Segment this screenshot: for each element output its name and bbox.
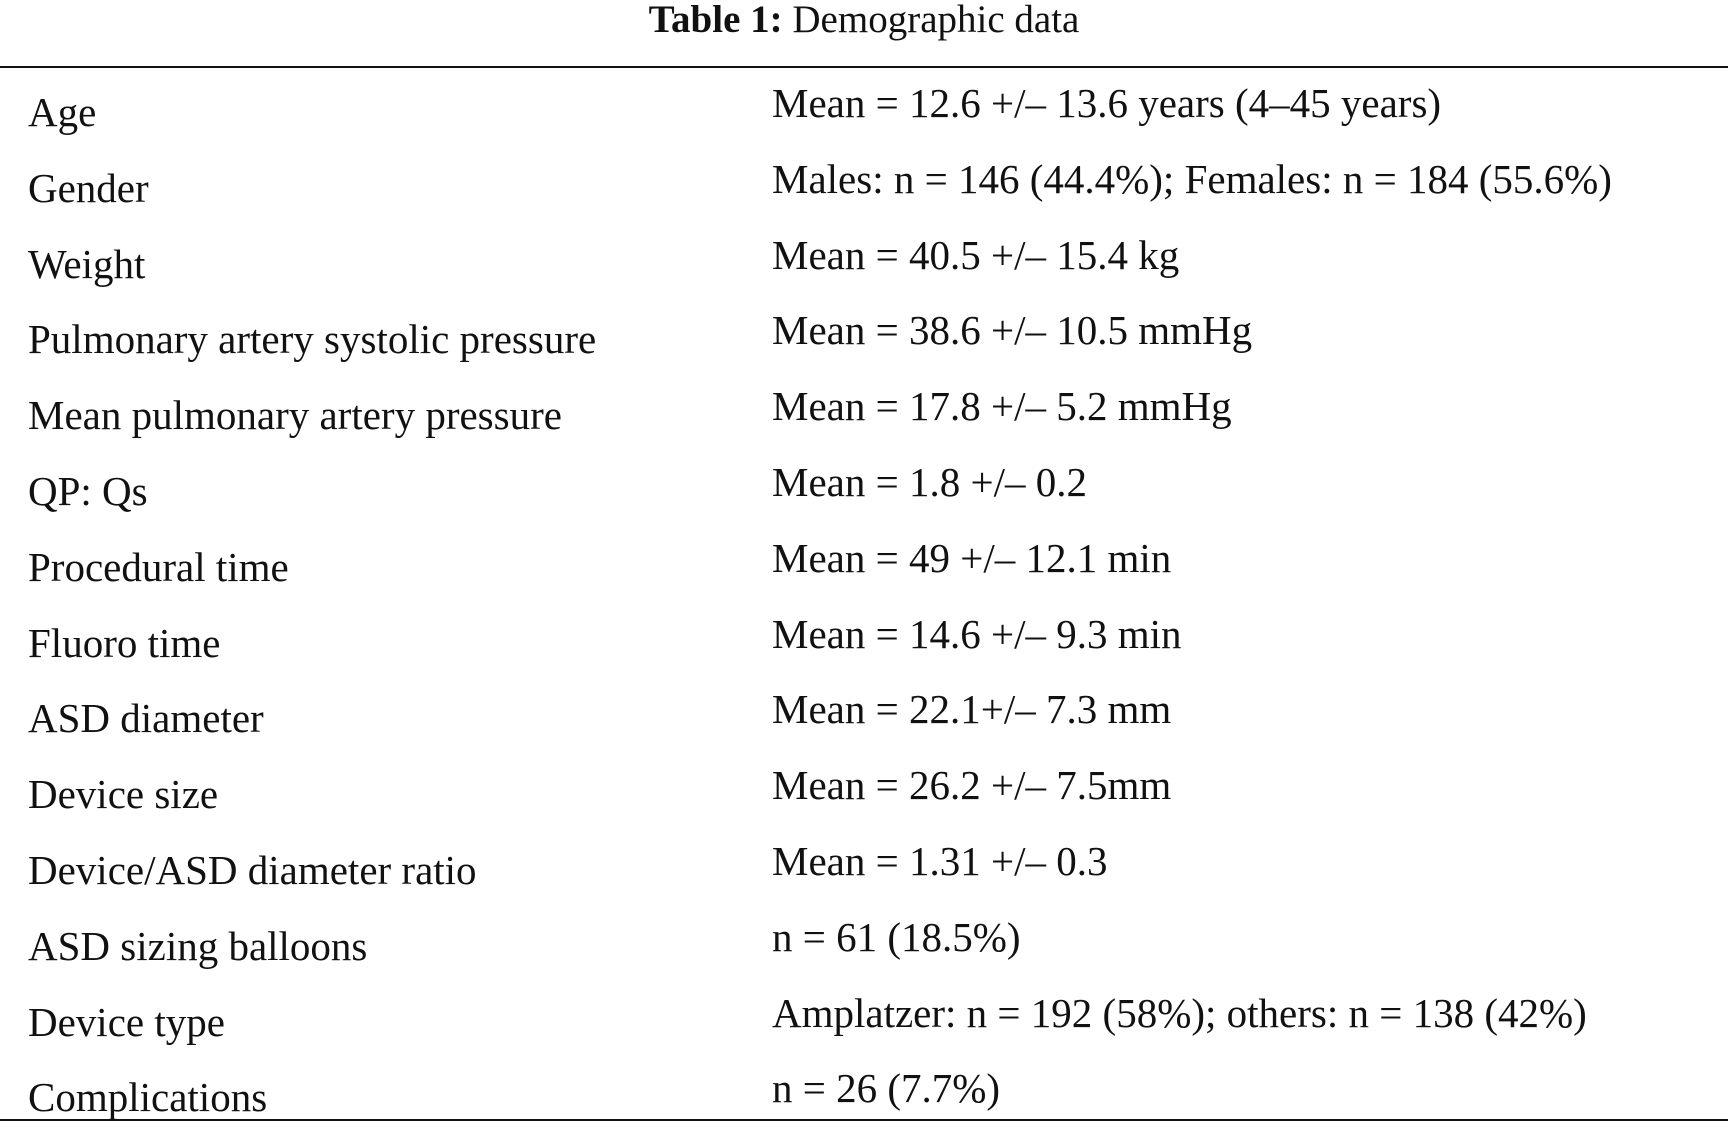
table-row: Device size Mean = 26.2 +/– 7.5mm: [0, 759, 1728, 835]
row-value: Amplatzer: n = 192 (58%); others: n = 13…: [772, 989, 1587, 1036]
table-row: Complications n = 26 (7.7%): [0, 1062, 1728, 1138]
row-value: Mean = 1.31 +/– 0.3: [772, 837, 1108, 884]
table-row: QP: Qs Mean = 1.8 +/– 0.2: [0, 456, 1728, 532]
table-row: Pulmonary artery systolic pressure Mean …: [0, 304, 1728, 380]
row-value: Mean = 22.1+/– 7.3 mm: [772, 686, 1172, 733]
row-value: Mean = 12.6 +/– 13.6 years (4–45 years): [772, 80, 1442, 126]
table-row: Device type Amplatzer: n = 192 (58%); ot…: [0, 987, 1728, 1063]
row-label: Device/ASD diameter ratio: [28, 846, 477, 893]
table-row: Gender Males: n = 146 (44.4%); Females: …: [0, 153, 1728, 229]
row-value: Mean = 1.8 +/– 0.2: [772, 458, 1087, 505]
row-value: n = 26 (7.7%): [772, 1065, 1001, 1112]
row-label: Gender: [28, 164, 149, 211]
row-value: Mean = 38.6 +/– 10.5 mmHg: [772, 307, 1253, 354]
table-caption-label: Table 1:: [648, 0, 783, 41]
row-value: Mean = 17.8 +/– 5.2 mmHg: [772, 383, 1232, 430]
row-label: Complications: [28, 1074, 268, 1121]
table-row: Mean pulmonary artery pressure Mean = 17…: [0, 380, 1728, 456]
row-value: Mean = 14.6 +/– 9.3 min: [772, 610, 1182, 657]
row-value: Mean = 26.2 +/– 7.5mm: [772, 762, 1172, 809]
table-top-rule: [0, 66, 1728, 68]
row-value: Mean = 40.5 +/– 15.4 kg: [772, 231, 1180, 278]
table-row: Fluoro time Mean = 14.6 +/– 9.3 min: [0, 608, 1728, 684]
row-label: Weight: [28, 240, 146, 287]
row-label: QP: Qs: [28, 467, 148, 514]
demographic-table: Age Mean = 12.6 +/– 13.6 years (4–45 yea…: [0, 77, 1728, 1138]
table-row: Age Mean = 12.6 +/– 13.6 years (4–45 yea…: [0, 77, 1728, 153]
row-value: Males: n = 146 (44.4%); Females: n = 184…: [772, 155, 1612, 202]
table-caption: Table 1: Demographic data: [0, 0, 1728, 40]
row-label: Device type: [28, 998, 225, 1045]
row-label: Mean pulmonary artery pressure: [28, 392, 562, 439]
row-label: Fluoro time: [28, 619, 221, 666]
table-row: ASD sizing balloons n = 61 (18.5%): [0, 911, 1728, 987]
row-label: ASD sizing balloons: [28, 922, 368, 969]
row-label: Device size: [28, 771, 219, 818]
row-label: Age: [28, 89, 97, 135]
table-row: Procedural time Mean = 49 +/– 12.1 min: [0, 532, 1728, 608]
row-label: Procedural time: [28, 543, 289, 590]
row-label: ASD diameter: [28, 695, 264, 742]
row-value: Mean = 49 +/– 12.1 min: [772, 534, 1172, 581]
table-row: Weight Mean = 40.5 +/– 15.4 kg: [0, 229, 1728, 305]
row-label: Pulmonary artery systolic pressure: [28, 316, 597, 363]
row-value: n = 61 (18.5%): [772, 913, 1021, 960]
table-row: Device/ASD diameter ratio Mean = 1.31 +/…: [0, 835, 1728, 911]
table-caption-title: Demographic data: [792, 0, 1080, 41]
table-row: ASD diameter Mean = 22.1+/– 7.3 mm: [0, 683, 1728, 759]
table-bottom-rule: [0, 1119, 1728, 1121]
